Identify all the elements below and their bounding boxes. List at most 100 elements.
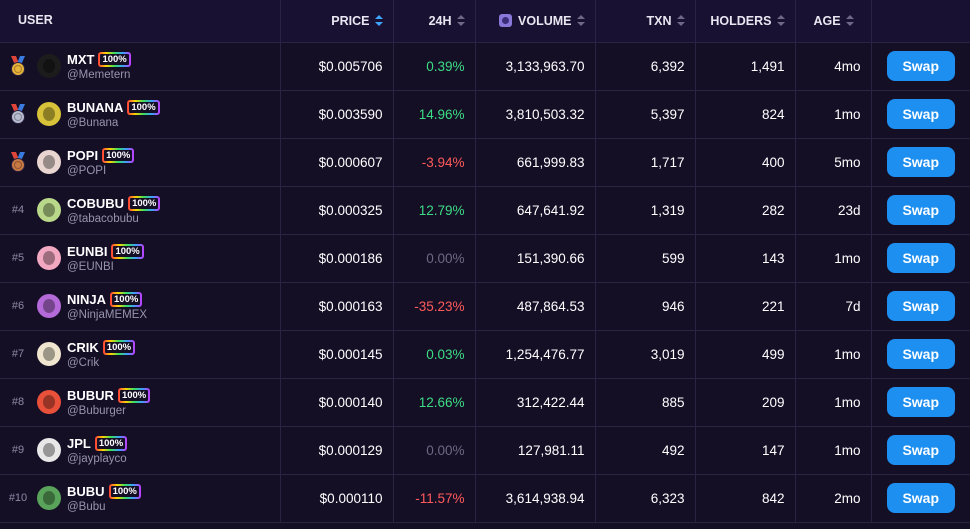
volume-cell: 151,390.66 xyxy=(475,234,596,282)
user-cell[interactable]: #7 CRIK 100% @Crik xyxy=(0,330,281,378)
swap-button[interactable]: Swap xyxy=(886,51,955,81)
user-cell[interactable]: MXT 100% @Memetern xyxy=(0,42,281,90)
user-cell[interactable]: #5 EUNBI 100% @EUNBI xyxy=(0,234,281,282)
action-cell: Swap xyxy=(871,186,970,234)
table-body: MXT 100% @Memetern $0.005706 0.39% 3,133… xyxy=(0,42,970,522)
action-cell: Swap xyxy=(871,234,970,282)
table-row[interactable]: MXT 100% @Memetern $0.005706 0.39% 3,133… xyxy=(0,42,970,90)
column-header-age[interactable]: AGE xyxy=(795,0,872,43)
column-header-volume[interactable]: VOLUME xyxy=(475,0,596,43)
txn-cell: 1,717 xyxy=(595,138,696,186)
token-symbol[interactable]: BUNANA xyxy=(67,99,124,115)
sort-icon[interactable] xyxy=(676,14,685,27)
token-handle[interactable]: @Bunana xyxy=(67,116,119,129)
token-handle[interactable]: @tabacobubu xyxy=(67,212,139,225)
token-symbol[interactable]: COBUBU xyxy=(67,195,125,211)
swap-button[interactable]: Swap xyxy=(886,483,955,513)
rank-label: #6 xyxy=(11,300,25,312)
price-cell: $0.000186 xyxy=(280,234,394,282)
table-header-row: USER PRICE 24H VOLUME TXN HOLDERS AGE xyxy=(0,0,970,43)
swap-button[interactable]: Swap xyxy=(886,291,955,321)
token-symbol[interactable]: BUBU xyxy=(67,483,105,499)
sort-active-icon[interactable] xyxy=(374,14,383,27)
token-avatar xyxy=(37,198,61,222)
column-header-24h[interactable]: 24H xyxy=(393,0,476,43)
column-header-holders[interactable]: HOLDERS xyxy=(695,0,796,43)
change-24h-cell: 14.96% xyxy=(393,90,476,138)
swap-button[interactable]: Swap xyxy=(886,195,955,225)
rank-label: #10 xyxy=(8,492,28,504)
swap-button[interactable]: Swap xyxy=(886,243,955,273)
token-handle[interactable]: @Bubu xyxy=(67,500,106,513)
user-cell[interactable]: #4 COBUBU 100% @tabacobubu xyxy=(0,186,281,234)
swap-button[interactable]: Swap xyxy=(886,147,955,177)
table-row[interactable]: POPI 100% @POPI $0.000607 -3.94% 661,999… xyxy=(0,138,970,186)
age-cell: 5mo xyxy=(795,138,872,186)
progress-badge: 100% xyxy=(102,148,134,163)
token-handle[interactable]: @EUNBI xyxy=(67,260,114,273)
sort-icon[interactable] xyxy=(576,14,585,27)
table-row[interactable]: #10 BUBU 100% @Bubu $0.000110 -11.57% 3,… xyxy=(0,474,970,522)
table-row[interactable]: #9 JPL 100% @jayplayco $0.000129 0.00% 1… xyxy=(0,426,970,474)
column-header-24h-label: 24H xyxy=(428,13,452,28)
action-cell: Swap xyxy=(871,138,970,186)
txn-cell: 3,019 xyxy=(595,330,696,378)
table-row[interactable]: BUNANA 100% @Bunana $0.003590 14.96% 3,8… xyxy=(0,90,970,138)
progress-badge: 100% xyxy=(127,100,159,115)
table-row[interactable]: #5 EUNBI 100% @EUNBI $0.000186 0.00% 151… xyxy=(0,234,970,282)
table-row[interactable]: #7 CRIK 100% @Crik $0.000145 0.03% 1,254… xyxy=(0,330,970,378)
token-avatar xyxy=(37,102,61,126)
price-cell: $0.000145 xyxy=(280,330,394,378)
user-cell[interactable]: #6 NINJA 100% @NinjaMEMEX xyxy=(0,282,281,330)
table-row[interactable]: #8 BUBUR 100% @Buburger $0.000140 12.66%… xyxy=(0,378,970,426)
user-cell[interactable]: #8 BUBUR 100% @Buburger xyxy=(0,378,281,426)
volume-cell: 3,810,503.32 xyxy=(475,90,596,138)
token-avatar xyxy=(37,54,61,78)
token-symbol[interactable]: POPI xyxy=(67,147,99,163)
action-cell: Swap xyxy=(871,90,970,138)
rank-label: #9 xyxy=(11,444,25,456)
token-avatar xyxy=(37,390,61,414)
change-24h-cell: 12.66% xyxy=(393,378,476,426)
age-cell: 1mo xyxy=(795,378,872,426)
column-header-txn[interactable]: TXN xyxy=(595,0,696,43)
token-handle[interactable]: @POPI xyxy=(67,164,107,177)
txn-cell: 599 xyxy=(595,234,696,282)
token-handle[interactable]: @Memetern xyxy=(67,68,131,81)
sort-icon[interactable] xyxy=(456,14,465,27)
holders-cell: 1,491 xyxy=(695,42,796,90)
user-cell[interactable]: #10 BUBU 100% @Bubu xyxy=(0,474,281,522)
swap-button[interactable]: Swap xyxy=(886,99,955,129)
table-row[interactable]: #6 NINJA 100% @NinjaMEMEX $0.000163 -35.… xyxy=(0,282,970,330)
swap-button[interactable]: Swap xyxy=(886,387,955,417)
silver-medal-icon xyxy=(8,103,28,125)
table-row[interactable]: #4 COBUBU 100% @tabacobubu $0.000325 12.… xyxy=(0,186,970,234)
progress-badge: 100% xyxy=(111,244,143,259)
rank-label: #5 xyxy=(11,252,25,264)
token-symbol[interactable]: EUNBI xyxy=(67,243,108,259)
progress-badge: 100% xyxy=(98,52,130,67)
progress-badge: 100% xyxy=(128,196,160,211)
swap-button[interactable]: Swap xyxy=(886,435,955,465)
user-cell[interactable]: #9 JPL 100% @jayplayco xyxy=(0,426,281,474)
token-handle[interactable]: @Crik xyxy=(67,356,100,369)
age-cell: 4mo xyxy=(795,42,872,90)
sort-icon[interactable] xyxy=(776,14,785,27)
token-handle[interactable]: @Buburger xyxy=(67,404,126,417)
progress-badge: 100% xyxy=(118,388,150,403)
token-symbol[interactable]: NINJA xyxy=(67,291,107,307)
column-header-price[interactable]: PRICE xyxy=(280,0,394,43)
user-cell[interactable]: POPI 100% @POPI xyxy=(0,138,281,186)
swap-button[interactable]: Swap xyxy=(886,339,955,369)
token-handle[interactable]: @NinjaMEMEX xyxy=(67,308,148,321)
token-symbol[interactable]: JPL xyxy=(67,435,91,451)
sort-icon[interactable] xyxy=(845,14,854,27)
token-handle[interactable]: @jayplayco xyxy=(67,452,127,465)
token-symbol[interactable]: CRIK xyxy=(67,339,99,355)
gold-medal-icon xyxy=(8,55,28,77)
rank-label: #8 xyxy=(11,396,25,408)
token-symbol[interactable]: BUBUR xyxy=(67,387,114,403)
action-cell: Swap xyxy=(871,426,970,474)
token-symbol[interactable]: MXT xyxy=(67,51,95,67)
user-cell[interactable]: BUNANA 100% @Bunana xyxy=(0,90,281,138)
